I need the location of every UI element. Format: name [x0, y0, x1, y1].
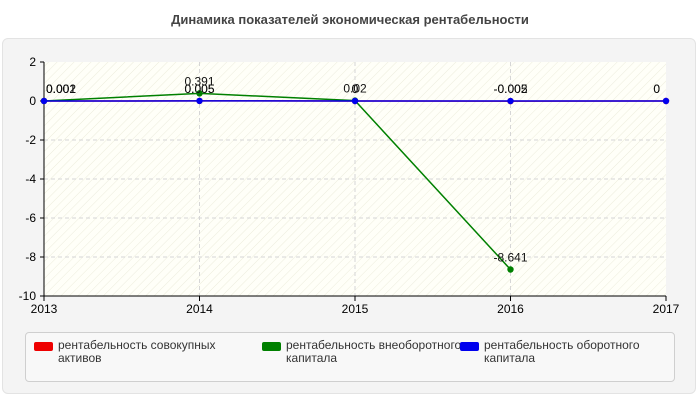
- y-tick-label-4: -6: [25, 211, 36, 225]
- series-1-point-1: [196, 90, 203, 97]
- data-label-s2-p1: 0.005: [184, 82, 214, 96]
- y-tick-label-2: -2: [25, 133, 36, 147]
- series-2-point-3: [507, 97, 514, 105]
- data-label-s0-p0: 0.001: [46, 82, 76, 96]
- data-label-s0-p4: 0: [653, 82, 660, 96]
- legend-swatch-working-capital: [460, 342, 479, 351]
- x-tick-label-0: 2013: [31, 302, 58, 316]
- chart-title: Динамика показателей экономическая рента…: [171, 12, 529, 27]
- series-2-point-0: [40, 97, 48, 105]
- legend-label-total-assets: рентабельность совокупных активов: [58, 338, 216, 365]
- x-tick-label-4: 2017: [653, 302, 680, 316]
- data-label-s0-p1: 0.005: [184, 82, 214, 96]
- data-label-s2-p2: 0: [352, 82, 359, 96]
- series-1-point-3: [507, 266, 514, 273]
- data-label-s1-p3: -8.641: [493, 250, 527, 264]
- y-tick-label-3: -4: [25, 172, 36, 186]
- y-tick-label-0: 2: [29, 55, 36, 69]
- data-label-s2-p3: -0.002: [493, 82, 527, 96]
- x-tick-label-1: 2014: [186, 302, 213, 316]
- y-tick-label-6: -10: [19, 289, 37, 303]
- data-label-s2-p0: 0.001: [46, 82, 76, 96]
- data-label-s1-p2: 0.02: [343, 82, 367, 96]
- data-label-s2-p4: 0: [653, 82, 660, 96]
- legend-swatch-total-assets: [34, 342, 53, 351]
- legend-swatch-noncurrent-capital: [262, 342, 281, 351]
- data-label-s1-p1: 0.391: [184, 74, 214, 88]
- data-label-s0-p3: -0.005: [493, 82, 527, 96]
- legend-label-noncurrent-capital: рентабельность внеоборотного капитала: [286, 338, 462, 365]
- x-tick-label-2: 2015: [342, 302, 369, 316]
- x-tick-label-3: 2016: [497, 302, 524, 316]
- y-tick-label-1: 0: [29, 94, 36, 108]
- y-tick-label-5: -8: [25, 250, 36, 264]
- legend: рентабельность совокупных активов рентаб…: [25, 332, 675, 382]
- series-2-point-1: [196, 97, 203, 105]
- series-2-point-2: [351, 97, 359, 105]
- data-label-s1-p0: 0.002: [46, 82, 76, 96]
- series-line-1: [43, 92, 512, 271]
- series-2-point-4: [662, 97, 670, 105]
- data-label-s0-p2: 0: [352, 82, 359, 96]
- legend-label-working-capital: рентабельность оборотного капитала: [484, 338, 640, 365]
